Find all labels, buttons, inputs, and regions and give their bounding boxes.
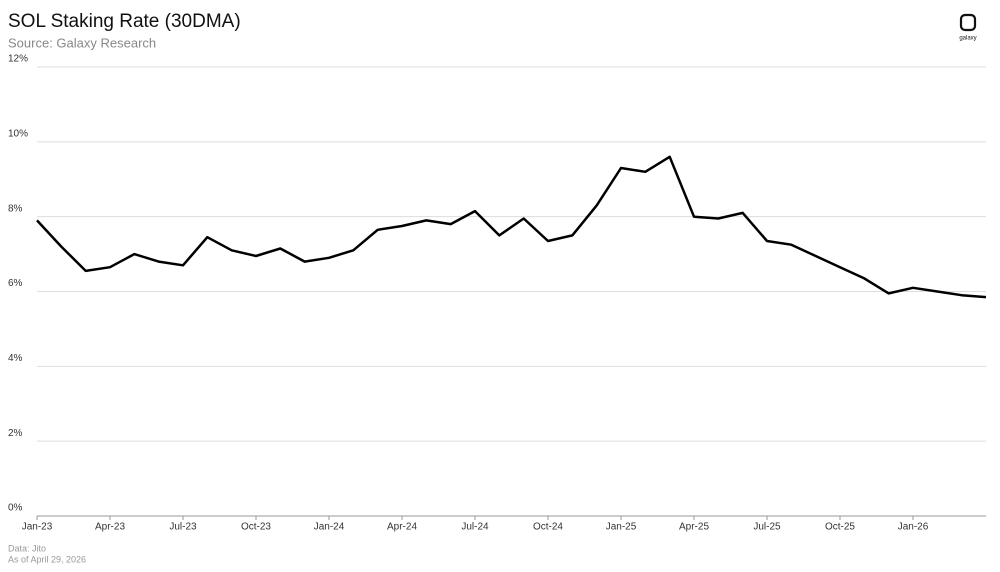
x-tick-label: Jul-25 xyxy=(753,522,781,533)
footnote: Data: Jito xyxy=(8,543,46,553)
x-tick-label: Jan-25 xyxy=(606,522,637,533)
logo-icon xyxy=(959,13,977,32)
chart-subtitle: Source: Galaxy Research xyxy=(8,35,156,50)
x-tick-label: Oct-24 xyxy=(533,522,563,533)
x-tick-label: Apr-23 xyxy=(95,522,125,533)
chart-title: SOL Staking Rate (30DMA) xyxy=(8,11,241,32)
y-tick-label: 10% xyxy=(8,128,28,139)
x-tick-label: Apr-25 xyxy=(679,522,709,533)
footnote: As of April 29, 2026 xyxy=(8,554,86,564)
y-tick-label: 2% xyxy=(8,428,23,439)
y-tick-label: 0% xyxy=(8,503,23,514)
x-tick-label: Oct-25 xyxy=(825,522,855,533)
y-tick-label: 12% xyxy=(8,54,28,65)
x-tick-label: Apr-24 xyxy=(387,522,417,533)
x-tick-label: Jan-23 xyxy=(22,522,53,533)
logo-text: galaxy xyxy=(959,36,976,42)
y-tick-label: 6% xyxy=(8,278,23,289)
x-tick-label: Jul-23 xyxy=(169,522,197,533)
x-tick-label: Jan-26 xyxy=(898,522,929,533)
x-tick-label: Oct-23 xyxy=(241,522,271,533)
line xyxy=(36,155,987,299)
y-tick-label: 4% xyxy=(8,353,23,364)
x-tick-label: Jan-24 xyxy=(314,522,345,533)
x-tick-label: Jul-24 xyxy=(461,522,489,533)
y-tick-label: 8% xyxy=(8,203,23,214)
